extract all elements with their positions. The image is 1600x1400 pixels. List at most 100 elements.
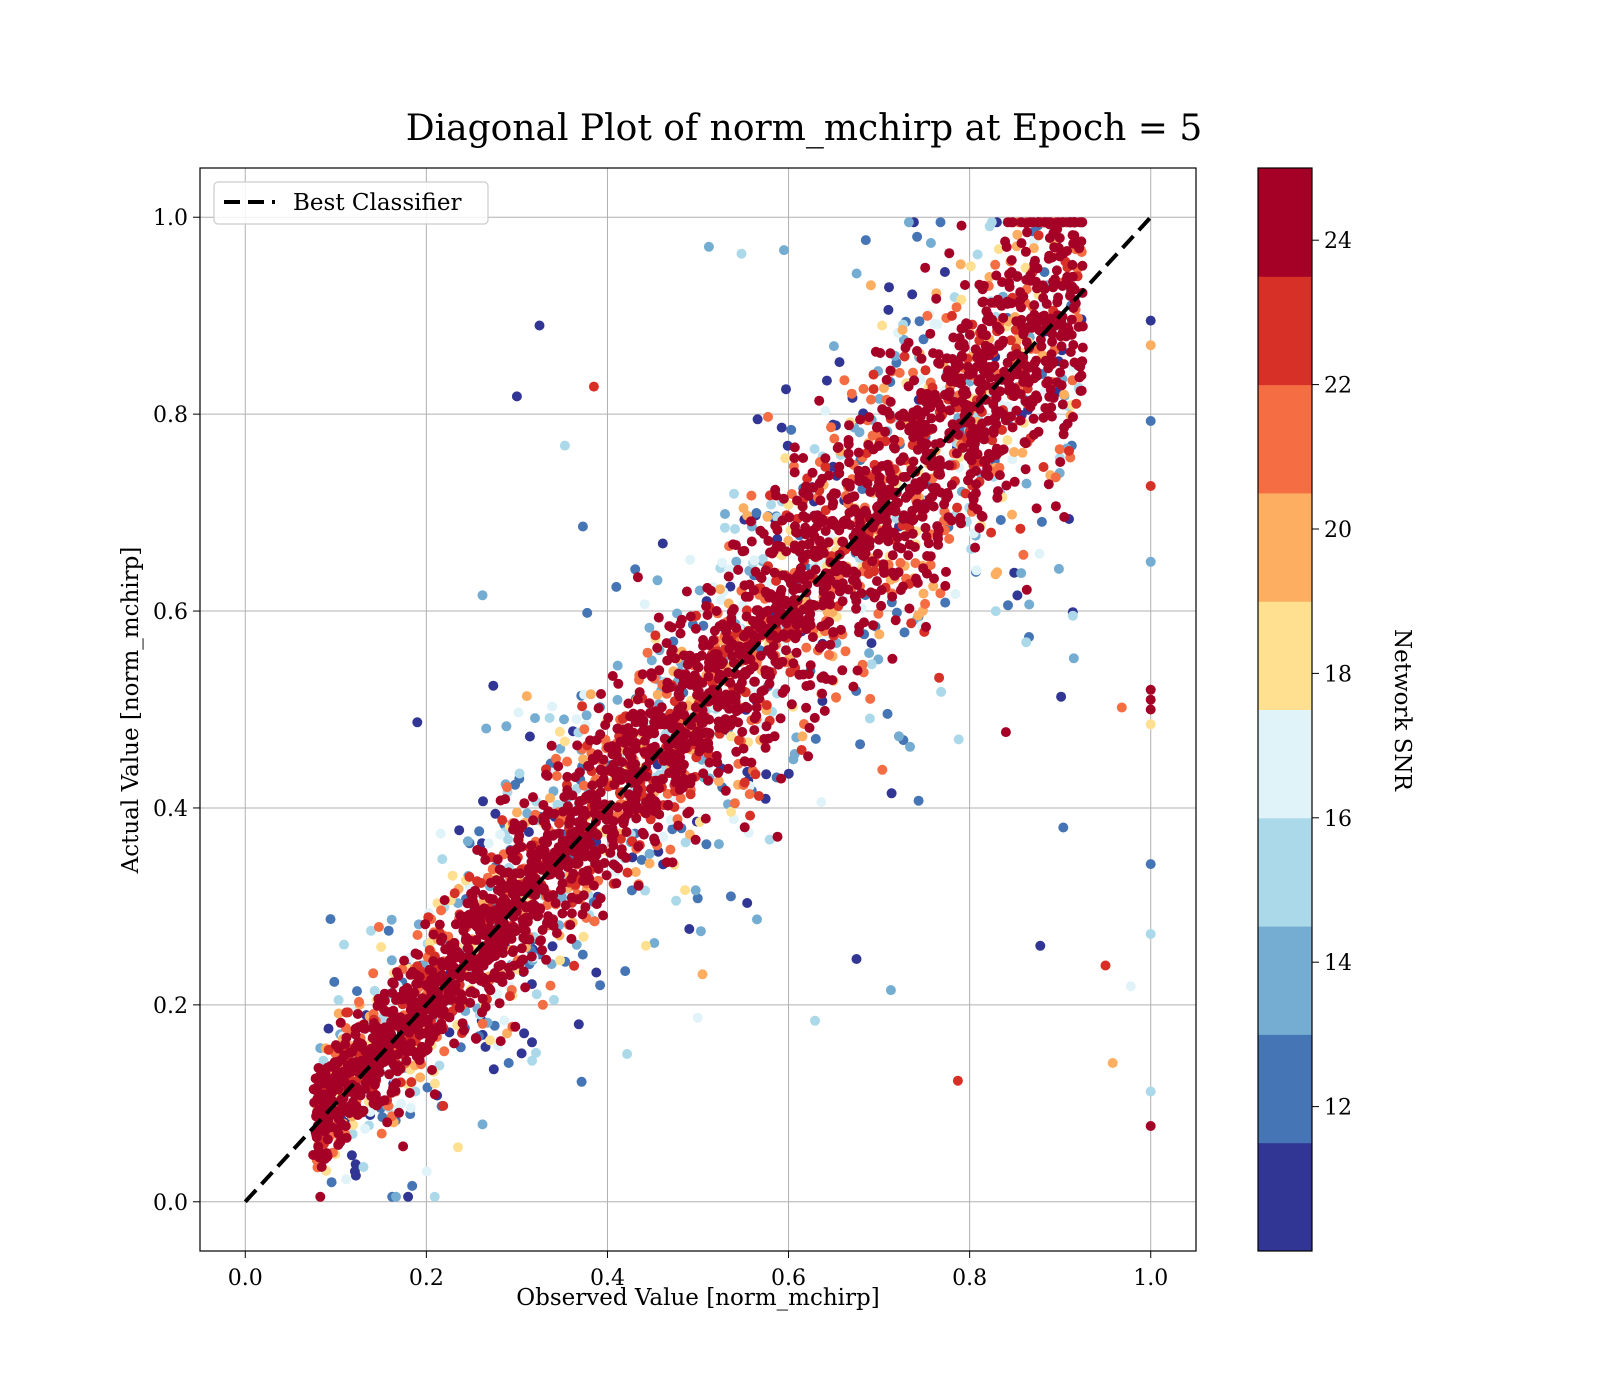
scatter-point	[878, 559, 889, 570]
colorbar-tick-label: 20	[1324, 518, 1352, 543]
scatter-point	[788, 658, 799, 669]
scatter-point	[662, 677, 673, 688]
scatter-point	[605, 847, 616, 858]
scatter-point	[834, 357, 845, 368]
scatter-point	[1046, 349, 1057, 360]
scatter-point	[867, 522, 878, 533]
scatter-point	[398, 1141, 409, 1152]
scatter-point	[725, 581, 736, 592]
scatter-point	[925, 560, 936, 570]
scatter-point	[503, 867, 514, 878]
scatter-point	[1066, 314, 1077, 325]
scatter-point	[739, 580, 750, 591]
scatter-point	[846, 492, 857, 503]
scatter-point	[574, 767, 585, 778]
scatter-point	[1015, 415, 1026, 426]
scatter-point	[786, 629, 797, 640]
scatter-point	[422, 1082, 433, 1093]
scatter-point	[844, 420, 854, 431]
scatter-point	[928, 501, 939, 512]
scatter-point	[528, 792, 538, 803]
scatter-point	[717, 557, 728, 568]
scatter-point	[583, 760, 593, 771]
scatter-point	[665, 844, 676, 855]
scatter-point	[518, 923, 528, 934]
scatter-point	[1035, 334, 1046, 345]
scatter-point	[1035, 940, 1046, 951]
scatter-point	[916, 436, 927, 447]
scatter-point	[325, 914, 336, 925]
scatter-point	[429, 979, 440, 989]
scatter-point	[771, 575, 782, 586]
scatter-point	[907, 289, 918, 300]
scatter-point	[1003, 385, 1014, 396]
scatter-point	[755, 525, 766, 536]
scatter-point	[393, 1049, 403, 1060]
scatter-point	[393, 1061, 404, 1072]
scatter-point	[912, 577, 923, 588]
scatter-point	[451, 948, 462, 959]
scatter-point	[530, 713, 540, 724]
scatter-point	[447, 870, 458, 881]
scatter-point	[347, 1057, 358, 1068]
scatter-point	[595, 787, 606, 798]
scatter-point	[681, 778, 692, 789]
scatter-point	[990, 569, 1001, 580]
scatter-point	[545, 793, 555, 804]
scatter-point	[483, 838, 494, 849]
scatter-point	[596, 689, 606, 699]
scatter-point	[347, 1047, 358, 1058]
scatter-point	[1004, 277, 1014, 288]
scatter-point	[1145, 340, 1156, 351]
scatter-point	[1020, 246, 1031, 257]
scatter-point	[1077, 260, 1088, 271]
scatter-point	[745, 810, 756, 821]
scatter-point	[837, 578, 848, 589]
scatter-point	[788, 754, 799, 765]
scatter-point	[646, 671, 657, 682]
scatter-point	[746, 490, 757, 501]
scatter-point	[595, 764, 606, 775]
scatter-point	[739, 777, 750, 788]
scatter-point	[840, 646, 851, 657]
scatter-point	[350, 1029, 361, 1040]
scatter-point	[736, 248, 747, 259]
scatter-point	[337, 1075, 348, 1086]
scatter-point	[715, 584, 726, 595]
scatter-point	[993, 244, 1004, 255]
scatter-point	[864, 713, 875, 724]
scatter-point	[1053, 563, 1064, 574]
colorbar-tick-label: 24	[1324, 229, 1352, 254]
scatter-point	[379, 1040, 390, 1051]
scatter-point	[951, 448, 962, 459]
scatter-point	[404, 1027, 415, 1038]
scatter-point	[693, 734, 704, 745]
scatter-point	[339, 939, 349, 950]
legend-box	[213, 181, 489, 225]
scatter-point	[1062, 246, 1072, 256]
scatter-point	[673, 775, 684, 786]
scatter-point	[507, 852, 518, 863]
scatter-point	[764, 592, 775, 603]
scatter-point	[892, 541, 903, 552]
scatter-point	[801, 642, 812, 653]
scatter-point	[667, 857, 678, 868]
scatter-point	[598, 910, 609, 921]
scatter-point	[653, 612, 664, 623]
scatter-point	[698, 768, 709, 779]
scatter-point	[476, 878, 487, 888]
scatter-point	[968, 423, 979, 434]
scatter-point	[640, 725, 651, 736]
scatter-point	[685, 656, 696, 667]
scatter-point	[1016, 238, 1027, 249]
scatter-point	[871, 465, 882, 476]
scatter-point	[776, 584, 787, 595]
scatter-point	[856, 530, 867, 541]
colorbar-bin	[1258, 384, 1312, 494]
scatter-point	[702, 610, 713, 620]
scatter-point	[848, 681, 859, 692]
scatter-point	[386, 1008, 397, 1019]
scatter-point	[352, 1009, 363, 1019]
scatter-point	[615, 834, 626, 844]
scatter-point	[1002, 357, 1013, 368]
